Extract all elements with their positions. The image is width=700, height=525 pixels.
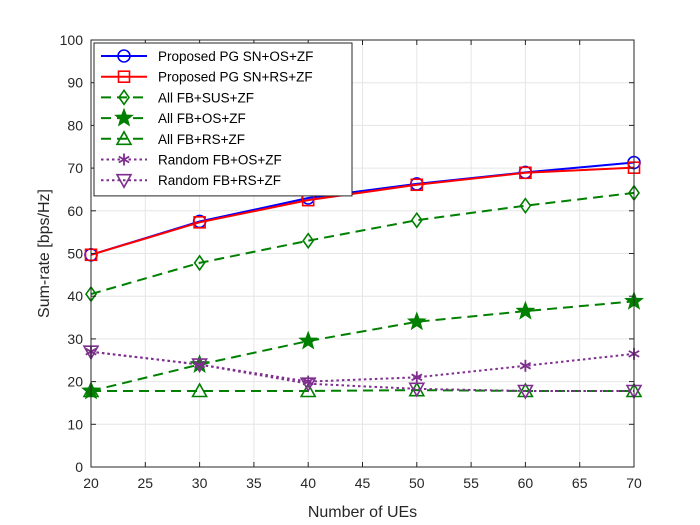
x-tick-label: 60 xyxy=(518,475,534,491)
data-point-marker xyxy=(406,311,427,331)
legend-label: Random FB+RS+ZF xyxy=(158,173,281,188)
series-line xyxy=(82,345,643,400)
data-point-marker xyxy=(191,358,208,374)
data-point-marker xyxy=(408,382,426,398)
series-path xyxy=(90,191,635,296)
data-point-marker xyxy=(118,89,130,106)
y-tick-label: 40 xyxy=(67,288,83,304)
legend-label: Proposed PG SN+RS+ZF xyxy=(158,70,313,85)
legend-item: Proposed PG SN+OS+ZF xyxy=(101,49,313,64)
y-axis-label: Sum-rate [bps/Hz] xyxy=(36,189,53,318)
data-point-marker xyxy=(193,216,206,229)
y-tick-label: 90 xyxy=(67,75,83,91)
data-point-marker xyxy=(114,107,134,127)
y-tick-label: 80 xyxy=(67,117,83,133)
x-tick-label: 45 xyxy=(355,475,371,491)
data-point-marker xyxy=(411,371,423,384)
asterisk-stroke xyxy=(411,373,423,382)
data-point-marker xyxy=(410,211,423,229)
data-point-marker xyxy=(517,384,534,400)
legend-item: Random FB+RS+ZF xyxy=(101,173,281,189)
asterisk-stroke xyxy=(118,155,130,164)
series-path xyxy=(90,300,635,392)
x-tick-label: 70 xyxy=(626,475,642,491)
legend-item: Proposed PG SN+RS+ZF xyxy=(101,70,313,85)
y-tick-label: 30 xyxy=(67,331,83,347)
series-group xyxy=(81,155,644,400)
legend-item: Random FB+OS+ZF xyxy=(101,153,282,168)
data-point-marker xyxy=(410,178,424,192)
x-tick-label: 55 xyxy=(463,475,479,491)
y-tick-label: 50 xyxy=(67,246,83,262)
data-point-marker xyxy=(117,70,131,83)
series-path xyxy=(91,389,634,392)
series-line xyxy=(84,161,641,262)
data-point-marker xyxy=(191,382,208,398)
data-point-marker xyxy=(193,254,206,272)
series-path xyxy=(90,166,635,256)
data-point-marker xyxy=(519,166,532,180)
legend-label: All FB+OS+ZF xyxy=(158,111,246,126)
x-tick-label: 30 xyxy=(192,475,208,491)
x-tick-label: 65 xyxy=(572,475,588,491)
legend-label: All FB+SUS+ZF xyxy=(158,90,254,105)
y-tick-label: 70 xyxy=(67,160,83,176)
data-point-marker xyxy=(515,300,536,320)
x-tick-label: 40 xyxy=(300,475,316,491)
legend: Proposed PG SN+OS+ZF Proposed PG SN+RS+ZF… xyxy=(93,42,353,197)
y-tick-label: 60 xyxy=(67,203,83,219)
data-point-marker xyxy=(299,377,317,393)
data-point-marker xyxy=(115,173,133,189)
ticks: 20 25 30 35 40 45 50 55 60 65 70 0 10 20 30 40 50 60 70 80 9… xyxy=(60,32,642,491)
data-point-marker xyxy=(118,153,130,166)
asterisk-stroke xyxy=(519,362,532,370)
x-tick-label: 20 xyxy=(83,475,99,491)
y-tick-label: 0 xyxy=(75,459,83,475)
legend-label: Random FB+OS+ZF xyxy=(158,153,282,168)
legend-box xyxy=(93,42,353,197)
data-point-marker xyxy=(115,130,133,146)
y-tick-label: 10 xyxy=(67,416,83,432)
data-point-marker xyxy=(117,49,131,63)
y-tick-label: 100 xyxy=(60,32,84,48)
legend-item: All FB+OS+ZF xyxy=(101,107,246,127)
data-point-marker xyxy=(299,382,317,398)
legend-label: All FB+RS+ZF xyxy=(158,132,245,147)
x-axis-label: Number of UEs xyxy=(308,504,417,521)
data-point-marker xyxy=(298,330,319,350)
x-tick-label: 25 xyxy=(138,475,154,491)
data-point-marker xyxy=(519,359,532,372)
x-tick-label: 50 xyxy=(409,475,425,491)
data-point-marker xyxy=(302,232,315,250)
legend-item: All FB+RS+ZF xyxy=(101,130,245,147)
x-tick-label: 35 xyxy=(246,475,262,491)
legend-label: Proposed PG SN+OS+ZF xyxy=(158,49,313,64)
legend-item: All FB+SUS+ZF xyxy=(101,89,254,106)
y-tick-label: 20 xyxy=(67,374,83,390)
data-point-marker xyxy=(519,197,532,215)
